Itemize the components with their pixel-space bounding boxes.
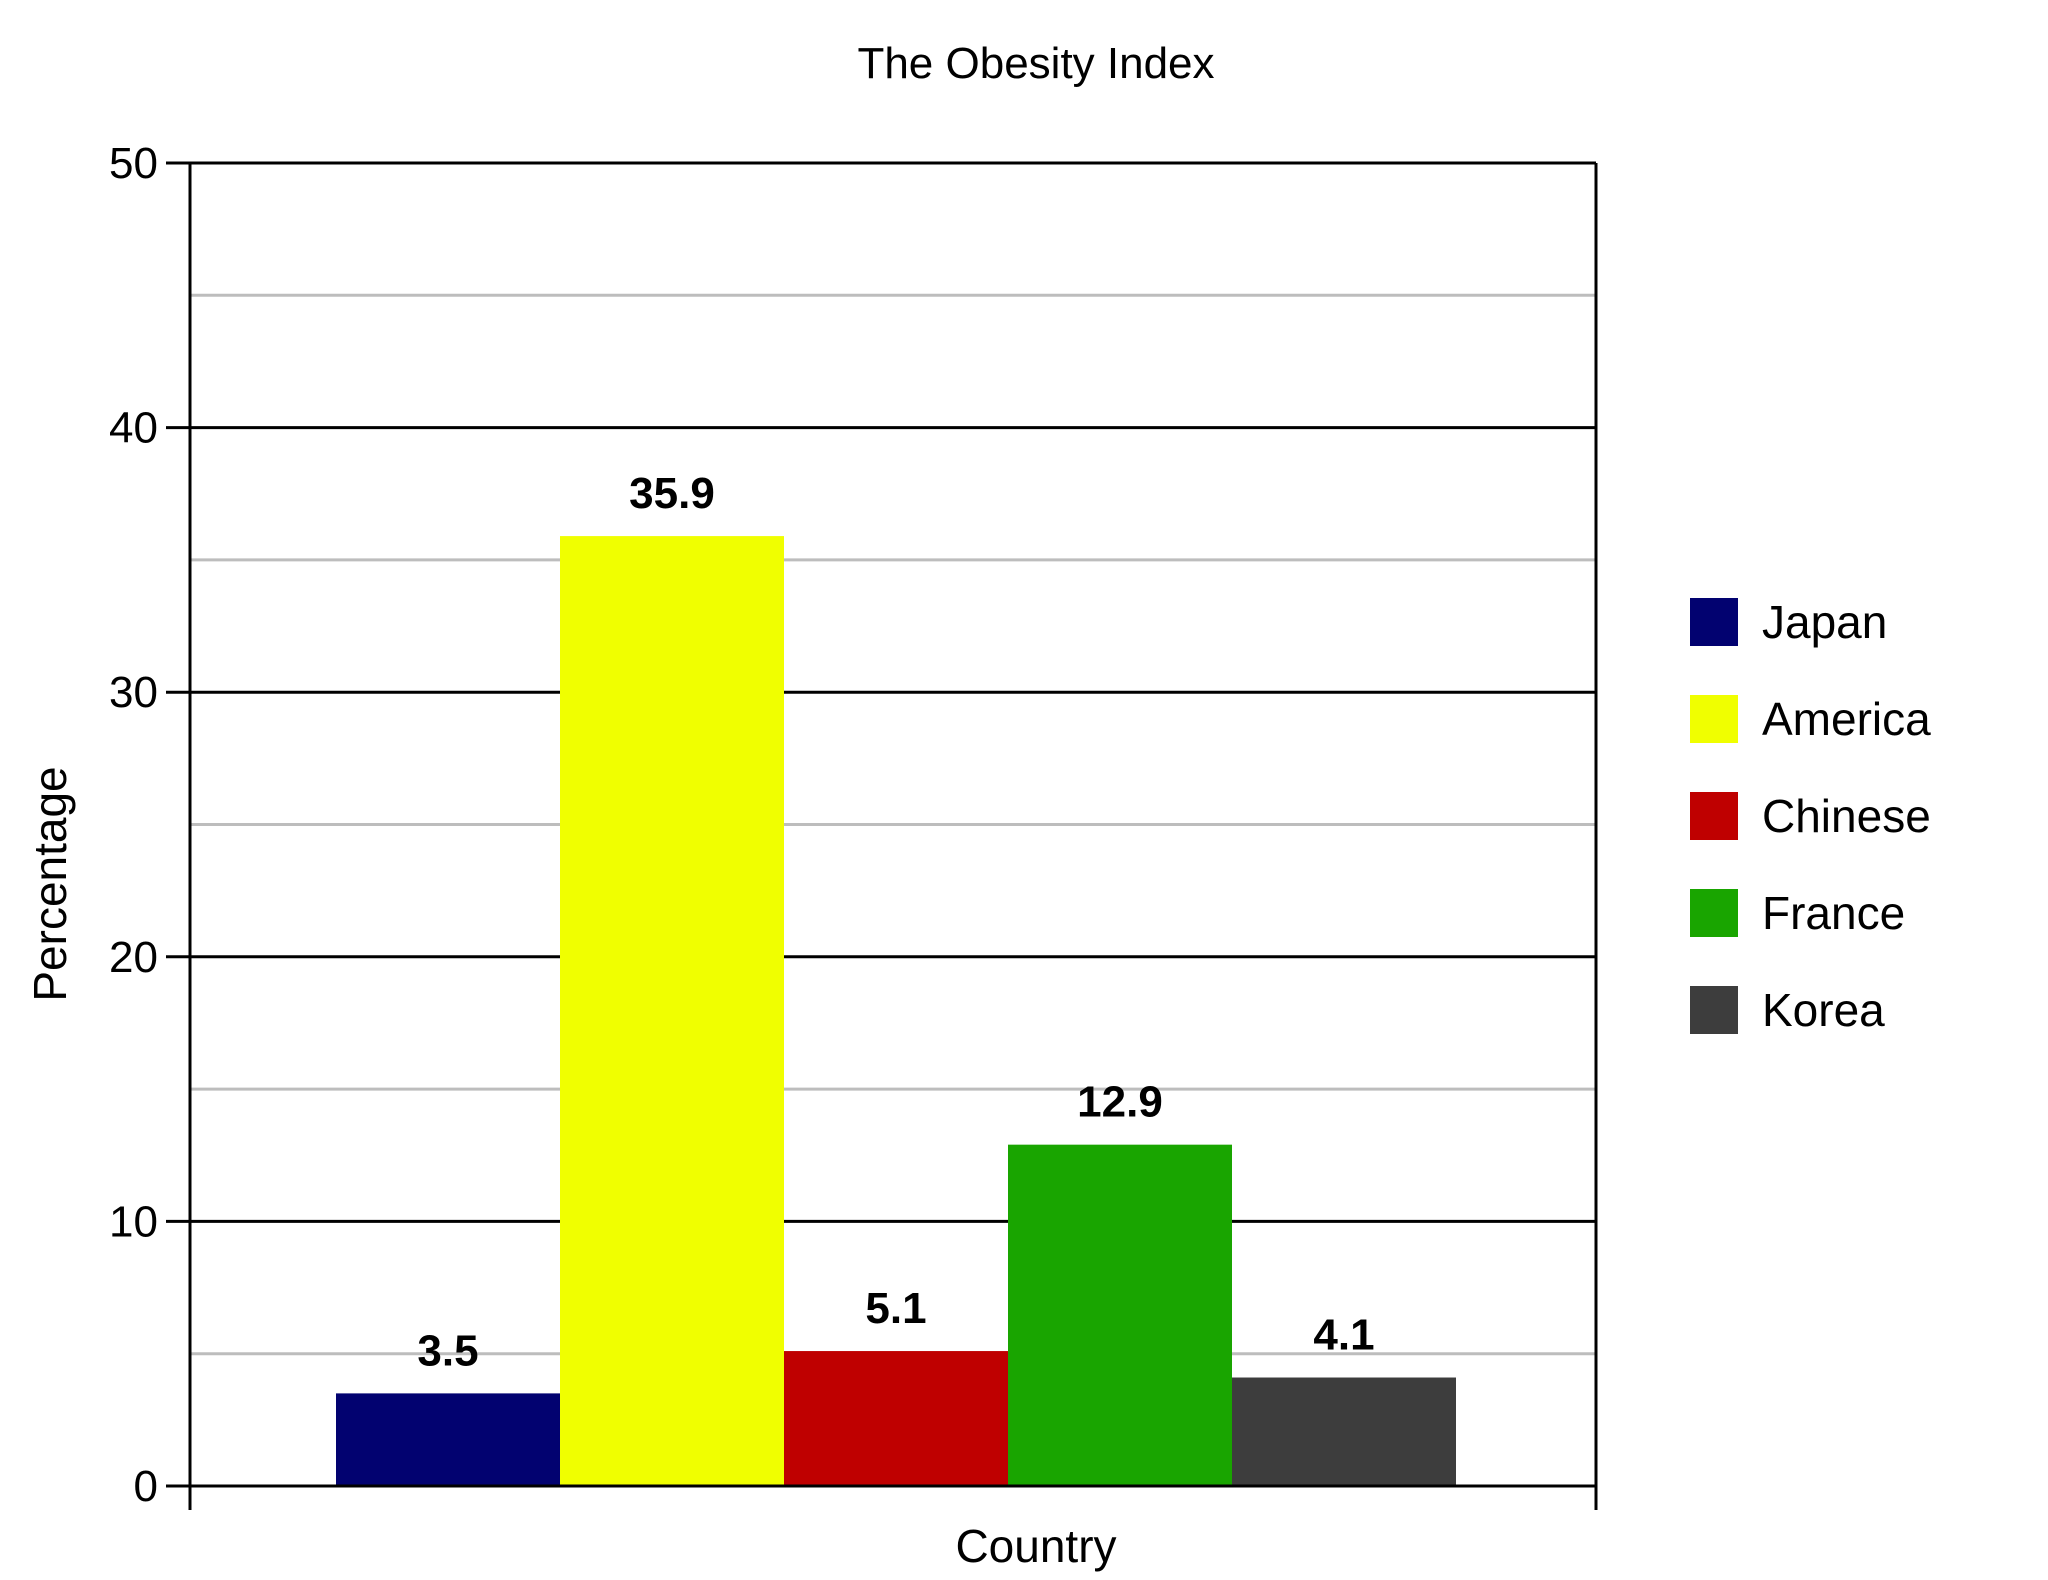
bar-japan [336, 1393, 560, 1486]
y-tick-label: 20 [109, 933, 158, 982]
bars [336, 536, 1456, 1486]
bar-korea [1232, 1377, 1456, 1486]
value-label-america: 35.9 [629, 469, 715, 518]
y-axis-label: Percentage [24, 766, 76, 1001]
legend-swatch-korea [1690, 986, 1738, 1034]
y-tick-label: 10 [109, 1197, 158, 1246]
legend-swatch-chinese [1690, 792, 1738, 840]
x-axis-label: Country [955, 1520, 1116, 1572]
legend: Japan America Chinese France Korea [1690, 596, 1931, 1036]
y-tick-label: 40 [109, 404, 158, 453]
legend-label-japan: Japan [1762, 596, 1887, 648]
legend-label-chinese: Chinese [1762, 790, 1931, 842]
value-label-korea: 4.1 [1313, 1311, 1374, 1360]
value-label-france: 12.9 [1077, 1078, 1163, 1127]
bar-france [1008, 1144, 1232, 1486]
value-label-chinese: 5.1 [865, 1284, 926, 1333]
legend-label-america: America [1762, 693, 1931, 745]
bar-america [560, 536, 784, 1486]
bar-chinese [784, 1351, 1008, 1486]
legend-swatch-france [1690, 889, 1738, 937]
axes [166, 161, 1598, 1510]
y-tick-label: 50 [109, 139, 158, 188]
chart-title: The Obesity Index [857, 39, 1214, 88]
legend-label-france: France [1762, 887, 1905, 939]
y-tick-labels: 0 10 20 30 40 50 [109, 139, 158, 1511]
legend-label-korea: Korea [1762, 984, 1885, 1036]
y-tick-label: 30 [109, 668, 158, 717]
value-labels: 3.5 35.9 5.1 12.9 4.1 [417, 469, 1374, 1375]
value-label-japan: 3.5 [417, 1326, 478, 1375]
gridlines [190, 161, 1596, 1356]
y-tick-label: 0 [134, 1462, 158, 1511]
legend-swatch-america [1690, 695, 1738, 743]
legend-swatch-japan [1690, 598, 1738, 646]
